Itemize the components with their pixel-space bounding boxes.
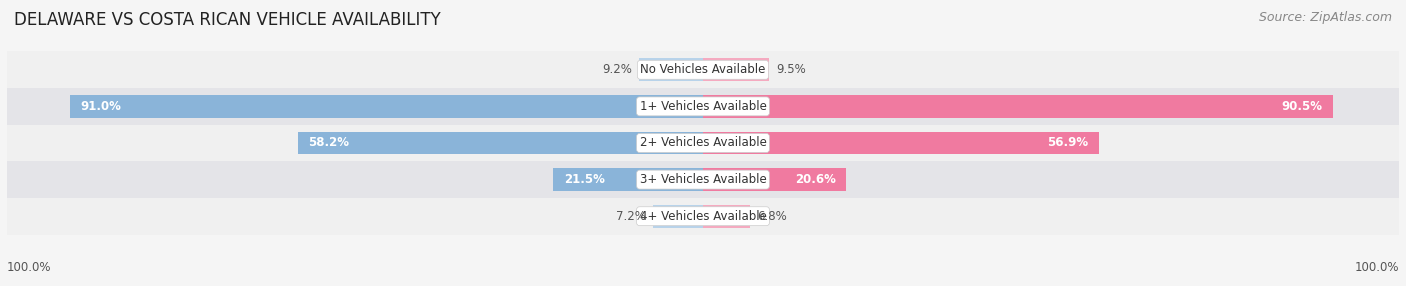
Text: 21.5%: 21.5% [564, 173, 605, 186]
Text: No Vehicles Available: No Vehicles Available [640, 63, 766, 76]
Bar [7, 198, 1399, 235]
Text: 1+ Vehicles Available: 1+ Vehicles Available [640, 100, 766, 113]
Bar [703, 168, 846, 191]
Bar [298, 132, 703, 154]
Bar [7, 161, 1399, 198]
Bar [638, 58, 703, 81]
Text: 100.0%: 100.0% [7, 261, 52, 274]
Bar [7, 88, 1399, 125]
Bar [652, 205, 703, 228]
Text: Source: ZipAtlas.com: Source: ZipAtlas.com [1258, 11, 1392, 24]
Text: DELAWARE VS COSTA RICAN VEHICLE AVAILABILITY: DELAWARE VS COSTA RICAN VEHICLE AVAILABI… [14, 11, 441, 29]
Bar [703, 95, 1333, 118]
Bar [554, 168, 703, 191]
Bar [703, 132, 1099, 154]
Text: 6.8%: 6.8% [758, 210, 787, 223]
Bar [7, 125, 1399, 161]
Text: 20.6%: 20.6% [794, 173, 837, 186]
Text: 2+ Vehicles Available: 2+ Vehicles Available [640, 136, 766, 150]
Bar [70, 95, 703, 118]
Text: 3+ Vehicles Available: 3+ Vehicles Available [640, 173, 766, 186]
Text: 56.9%: 56.9% [1047, 136, 1088, 150]
Text: 90.5%: 90.5% [1281, 100, 1323, 113]
Text: 7.2%: 7.2% [616, 210, 645, 223]
Text: 91.0%: 91.0% [80, 100, 121, 113]
Text: 9.5%: 9.5% [776, 63, 806, 76]
Bar [703, 205, 751, 228]
Legend: Delaware, Costa Rican: Delaware, Costa Rican [605, 281, 801, 286]
Bar [7, 51, 1399, 88]
Text: 9.2%: 9.2% [602, 63, 633, 76]
Text: 4+ Vehicles Available: 4+ Vehicles Available [640, 210, 766, 223]
Bar [703, 58, 769, 81]
Text: 58.2%: 58.2% [308, 136, 349, 150]
Text: 100.0%: 100.0% [1354, 261, 1399, 274]
